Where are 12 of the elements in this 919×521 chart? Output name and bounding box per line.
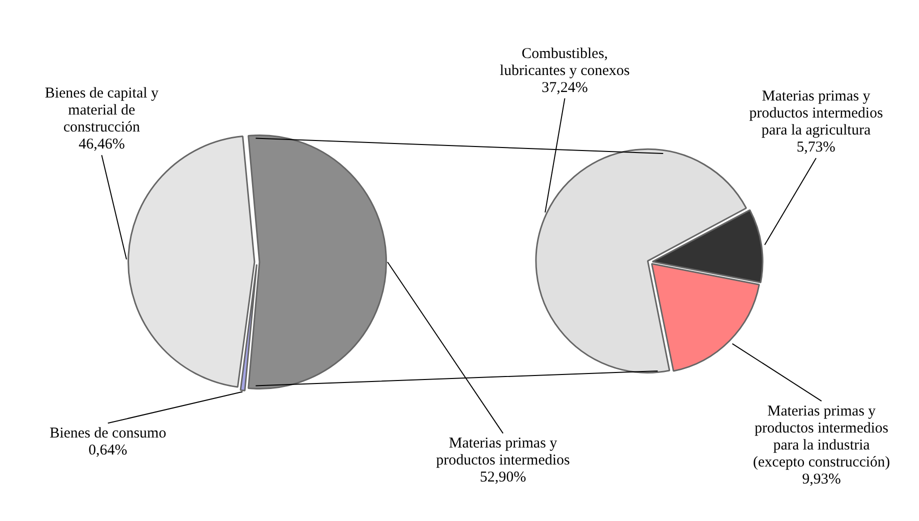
slice-label: Bienes de consumo xyxy=(50,426,166,442)
data-label: 9,93% xyxy=(802,471,841,488)
slice-label: Materias primas y productos intermedios para la industria (excepto construcción) xyxy=(753,403,890,470)
slice-label: Combustibles, lubricantes y conexos xyxy=(500,46,630,79)
data-label: 52,90% xyxy=(480,470,526,486)
data-label: 5,73% xyxy=(796,140,836,156)
data-label: 46,46% xyxy=(78,136,125,153)
data-label: 37,24% xyxy=(542,80,588,96)
slice-label: Materias primas y productos intermedios xyxy=(436,436,570,469)
data-label: 0,64% xyxy=(88,442,128,459)
slice-label: Materias primas y productos intermedios para la agricultura xyxy=(749,88,884,139)
slice-label: Bienes de capital y material de construcción xyxy=(44,86,160,136)
